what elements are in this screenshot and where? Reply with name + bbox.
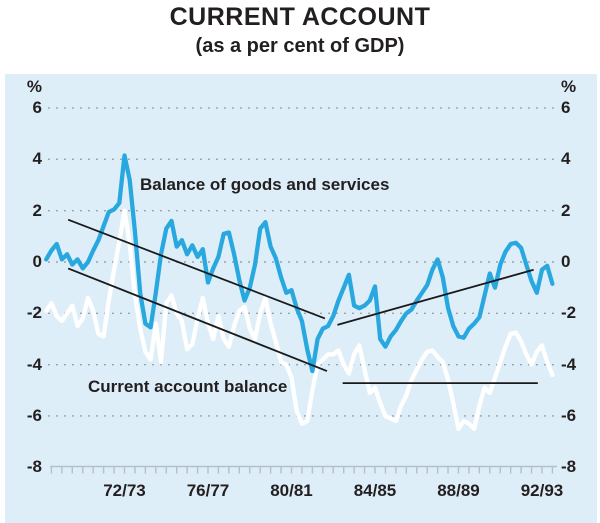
y-tick-label-right-2: 2 xyxy=(561,200,571,220)
y-tick-label-left--8: -8 xyxy=(26,457,42,477)
y-tick-label-right-0: 0 xyxy=(561,252,571,271)
trend-line-goods-trend-down xyxy=(67,218,326,320)
y-tick-label-left--6: -6 xyxy=(26,405,42,425)
y-tick-label-left-0: 0 xyxy=(32,252,42,271)
y-tick-label-left-4: 4 xyxy=(32,149,42,169)
y-tick-label-right--2: -2 xyxy=(561,303,577,323)
y-tick-label-right-6: 6 xyxy=(561,98,571,118)
y-tick-label-right--6: -6 xyxy=(561,405,577,425)
x-tick-label-84/85: 84/85 xyxy=(353,481,397,500)
series-label-current-account: Current account balance xyxy=(88,377,288,396)
y-axis-unit-right: % xyxy=(561,77,577,96)
series-label-goods: Balance of goods and services xyxy=(140,175,390,194)
x-tick-label-88/89: 88/89 xyxy=(437,481,480,500)
y-tick-label-right--4: -4 xyxy=(561,354,577,374)
y-tick-label-left--2: -2 xyxy=(26,303,42,323)
series-line-goods-services xyxy=(44,153,555,374)
x-tick-label-92/93: 92/93 xyxy=(520,481,564,500)
y-axis-unit-left: % xyxy=(26,77,42,96)
x-tick-label-76/77: 76/77 xyxy=(186,481,230,500)
y-tick-label-left-2: 2 xyxy=(32,200,42,220)
chart-subtitle: (as a per cent of GDP) xyxy=(195,35,405,57)
trend-line-goods-trend-up xyxy=(337,268,534,326)
x-tick-label-80/81: 80/81 xyxy=(270,481,313,500)
y-tick-label-right--8: -8 xyxy=(561,457,577,477)
y-tick-label-right-4: 4 xyxy=(561,149,571,169)
plot-panel xyxy=(5,74,597,523)
trend-line-cab-trend-down xyxy=(67,267,328,372)
y-tick-label-left-6: 6 xyxy=(32,98,42,118)
x-tick-label-72/73: 72/73 xyxy=(103,481,146,500)
chart-title: CURRENT ACCOUNT xyxy=(169,3,431,31)
y-tick-label-left--4: -4 xyxy=(26,354,42,374)
series-line-current-account xyxy=(44,208,555,431)
